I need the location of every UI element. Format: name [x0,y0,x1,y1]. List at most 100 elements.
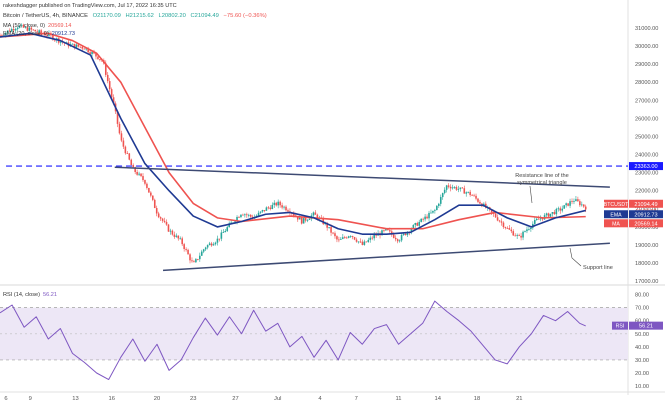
candle-body [457,188,460,190]
ma-legend-value: 20569.14 [47,23,72,29]
candle-body [416,222,419,226]
candle-body [557,208,560,210]
price-tick-label: 18000.00 [635,261,658,267]
candle-body [389,230,391,232]
candle-body [30,27,33,30]
ma-price-tag [629,219,663,228]
level-price-tag [629,162,663,171]
candle-body [404,233,407,236]
candle-body [524,231,526,232]
candle-body [561,208,564,211]
candle-body [479,201,481,204]
candle-body [547,213,550,217]
candle-body [218,238,221,240]
candle-body [106,74,109,82]
candle-body [553,212,556,215]
candle-body [112,97,115,104]
btcusdt-price-tag [629,199,663,208]
candle-body [449,186,452,189]
candle-body [418,221,421,226]
candle-body [148,187,150,193]
candle-body [110,89,113,98]
candle-body [314,212,317,215]
candle-body [146,183,148,188]
price-tick-label: 24000.00 [635,153,658,159]
time-tick-label: 23 [190,396,196,402]
candle-body [18,25,21,28]
candle-body [167,224,170,232]
candle-body [308,218,311,220]
candle-body [122,140,125,147]
ema-name-text: EMA [610,212,622,218]
candle-body [424,216,426,220]
ema-price-tag [629,210,663,219]
candle-body [398,240,401,242]
ma-name-text: MA [612,221,620,227]
candle-body [281,205,283,208]
time-tick-label: 14 [435,396,442,402]
resistance-annotation-line2: symmetrical triangle [517,180,567,186]
symbol-text: Bitcoin / TetherUS, 4h, BINANCE [3,13,88,19]
candle-body [541,218,544,220]
rsi-price-tag [629,321,663,330]
candle-body [422,218,424,220]
candle-body [447,185,450,187]
candle-body [242,214,244,216]
candle-body [99,59,101,60]
candle-body [202,249,205,252]
candle-body [193,261,195,263]
rsi-tick-label: 10.00 [635,384,649,390]
time-tick-label: 18 [474,396,480,402]
candle-body [136,171,138,175]
price-tick-label: 27000.00 [635,98,658,104]
candle-body [502,222,505,228]
candle-body [455,187,458,190]
candle-body [463,188,466,194]
candle-body [128,153,131,160]
candle-body [81,47,84,49]
candle-body [195,259,197,263]
candle-body [312,212,315,216]
candle-body [130,159,133,166]
candle-body [506,227,509,229]
candle-body [326,222,328,228]
candle-body [116,111,119,124]
ma-legend[interactable]: MA (50, close, 0) 20569.14 [3,23,74,30]
candle-body [298,217,301,220]
candle-body [412,224,415,229]
ema-legend[interactable]: EMA (20, close, 0) 20912.73 [3,31,78,38]
rsi-tick-label: 40.00 [635,345,649,351]
candle-body [87,48,89,53]
candle-body [240,214,242,218]
price-tick-label: 19000.00 [635,243,658,249]
price-tick-label: 28000.00 [635,80,658,86]
candle-body [83,48,86,50]
candle-body [551,212,554,214]
candle-body [575,199,577,202]
candle-body [34,29,37,32]
candle-body [496,217,499,221]
chart-header-line1: rakeshdagger published on TradingView.co… [3,3,180,10]
candle-body [171,230,174,235]
candle-body [263,210,266,211]
rsi-legend[interactable]: RSI (14, close) 56.21 [3,292,60,299]
candle-body [340,238,342,240]
ema-name-tag [604,210,628,219]
candle-body [265,207,268,211]
candle-body [342,237,344,239]
rsi-tick-label: 70.00 [635,306,649,312]
ma-name-tag [604,219,628,228]
candle-body [351,236,354,238]
candle-body [220,232,223,239]
candle-body [300,217,303,224]
candle-body [12,28,15,31]
candle-body [461,187,464,189]
candle-body [22,24,25,28]
candle-body [169,230,172,232]
high-value: H21215.62 [125,13,154,19]
price-tick-label: 17000.00 [635,279,658,285]
candle-body [10,28,13,32]
price-tick-label: 20000.00 [635,225,658,231]
candle-body [296,216,299,220]
